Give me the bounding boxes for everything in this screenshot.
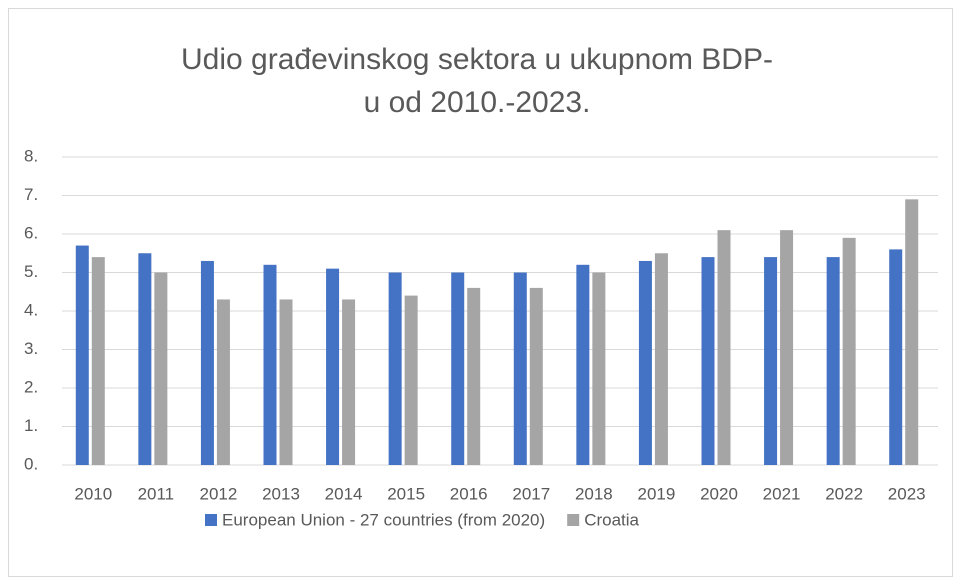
x-tick-label: 2022 [825,484,863,503]
bar [138,253,152,465]
bar [513,272,527,465]
bar [263,264,277,465]
bar [842,237,856,465]
bar [154,272,168,465]
bar [467,287,481,465]
bar [638,260,652,465]
bar [91,257,105,465]
bar [279,299,293,465]
bar [780,230,794,465]
x-tick-label: 2017 [512,484,550,503]
x-tick-label: 2012 [200,484,238,503]
y-tick-label: 5. [24,262,38,281]
y-tick-label: 3. [24,339,38,358]
y-tick-label: 4. [24,300,38,319]
legend-swatch [567,514,580,526]
bar [529,287,543,465]
bar [404,295,418,465]
y-tick-label: 8. [24,146,38,165]
bar [701,257,715,465]
y-tick-label: 2. [24,377,38,396]
bar [576,264,590,465]
x-tick-label: 2015 [387,484,425,503]
bar [889,249,903,465]
x-tick-label: 2020 [700,484,738,503]
bar [654,253,668,465]
legend-label: European Union - 27 countries (from 2020… [222,510,545,529]
x-tick-label: 2010 [74,484,112,503]
legend-swatch [205,514,217,526]
x-tick-label: 2023 [888,484,926,503]
y-tick-label: 7. [24,185,38,204]
x-tick-label: 2021 [763,484,801,503]
bar [717,230,731,465]
bar [326,268,340,465]
x-tick-label: 2016 [450,484,488,503]
bar [216,299,230,465]
bar [826,257,840,465]
bar [905,199,919,465]
y-tick-label: 1. [24,416,38,435]
bar [764,257,778,465]
y-tick-label: 6. [24,223,38,242]
x-tick-label: 2014 [325,484,363,503]
bar [342,299,356,465]
bar [75,245,89,465]
bar [388,272,402,465]
x-tick-label: 2019 [638,484,676,503]
legend-label: Croatia [584,510,639,529]
bar [200,260,214,465]
chart-title: Udio građevinskog sektora u ukupnom BDP-… [181,43,773,119]
bar [592,272,606,465]
bar [451,272,465,465]
x-tick-label: 2013 [262,484,300,503]
y-tick-label: 0. [24,454,38,473]
x-tick-label: 2011 [138,484,175,503]
x-tick-label: 2018 [575,484,613,503]
